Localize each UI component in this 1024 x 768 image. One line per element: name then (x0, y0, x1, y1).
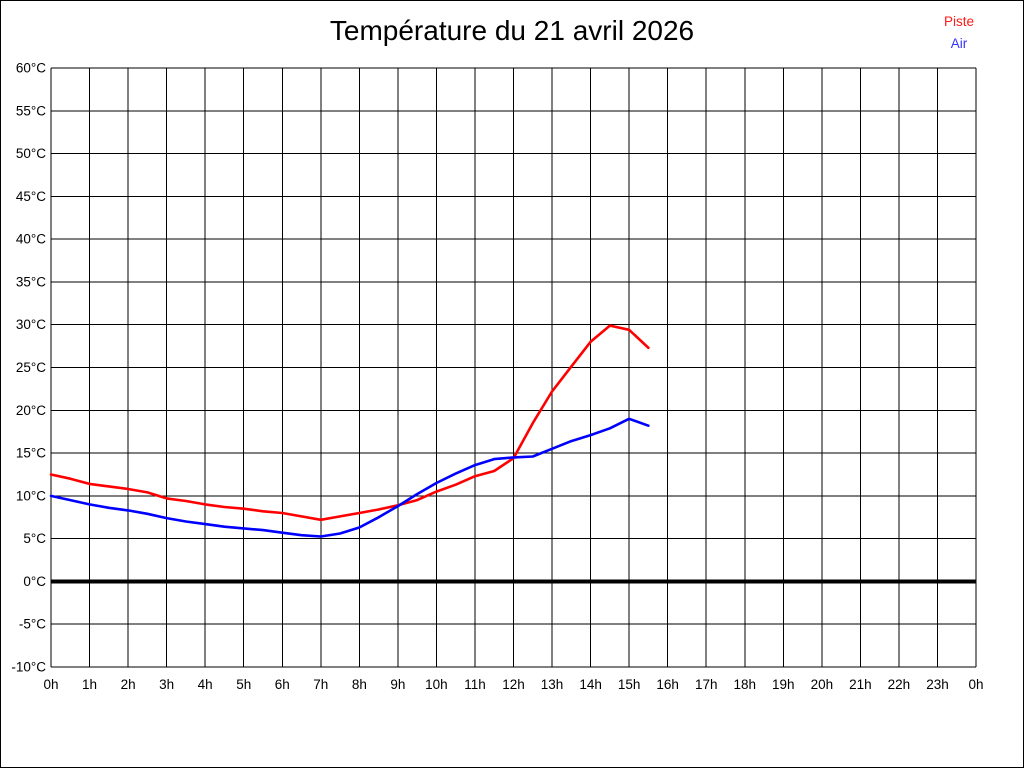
x-axis-label: 1h (82, 677, 97, 692)
x-axis-label: 5h (236, 677, 251, 692)
x-axis-label: 21h (849, 677, 872, 692)
x-axis-label: 18h (733, 677, 756, 692)
y-axis-label: 10°C (16, 488, 46, 503)
x-axis-label: 13h (541, 677, 564, 692)
y-axis-label: 5°C (23, 531, 46, 546)
y-axis-label: 25°C (16, 360, 46, 375)
x-axis-label: 23h (926, 677, 949, 692)
x-axis-label: 0h (968, 677, 983, 692)
y-axis-label: 0°C (23, 574, 46, 589)
y-axis-label: 20°C (16, 403, 46, 418)
y-axis-label: 50°C (16, 146, 46, 161)
x-axis-label: 9h (390, 677, 405, 692)
y-axis-label: -5°C (19, 617, 46, 632)
x-axis-label: 7h (313, 677, 328, 692)
y-axis-label: 60°C (16, 61, 46, 76)
y-axis-label: 15°C (16, 446, 46, 461)
series-line-air (49, 417, 650, 538)
x-axis-label: 10h (425, 677, 448, 692)
x-axis-label: 3h (159, 677, 174, 692)
chart-title: Température du 21 avril 2026 (329, 15, 695, 46)
x-axis-label: 22h (888, 677, 911, 692)
y-axis-label: 30°C (16, 317, 46, 332)
x-axis-label: 17h (695, 677, 718, 692)
x-axis-label: 14h (579, 677, 602, 692)
legend-item-piste: Piste (943, 14, 974, 29)
x-axis-label: 6h (275, 677, 290, 692)
y-axis-label: 55°C (16, 103, 46, 118)
y-axis-label: 40°C (16, 232, 46, 247)
x-axis-label: 2h (121, 677, 136, 692)
x-axis-label: 15h (618, 677, 641, 692)
x-axis-label: 16h (656, 677, 679, 692)
x-axis-label: 11h (464, 677, 486, 692)
y-axis-label: 35°C (16, 274, 46, 289)
x-axis-label: 20h (811, 677, 834, 692)
x-axis-label: 0h (43, 677, 58, 692)
y-axis-label: -10°C (11, 660, 46, 675)
x-axis-label: 19h (772, 677, 795, 692)
y-axis-label: 45°C (16, 189, 46, 204)
x-axis-label: 12h (502, 677, 525, 692)
legend: Piste Air (925, 12, 993, 56)
x-axis-label: 4h (198, 677, 213, 692)
x-axis-label: 8h (352, 677, 367, 692)
series-line-piste (49, 324, 650, 522)
legend-item-air: Air (950, 36, 968, 51)
